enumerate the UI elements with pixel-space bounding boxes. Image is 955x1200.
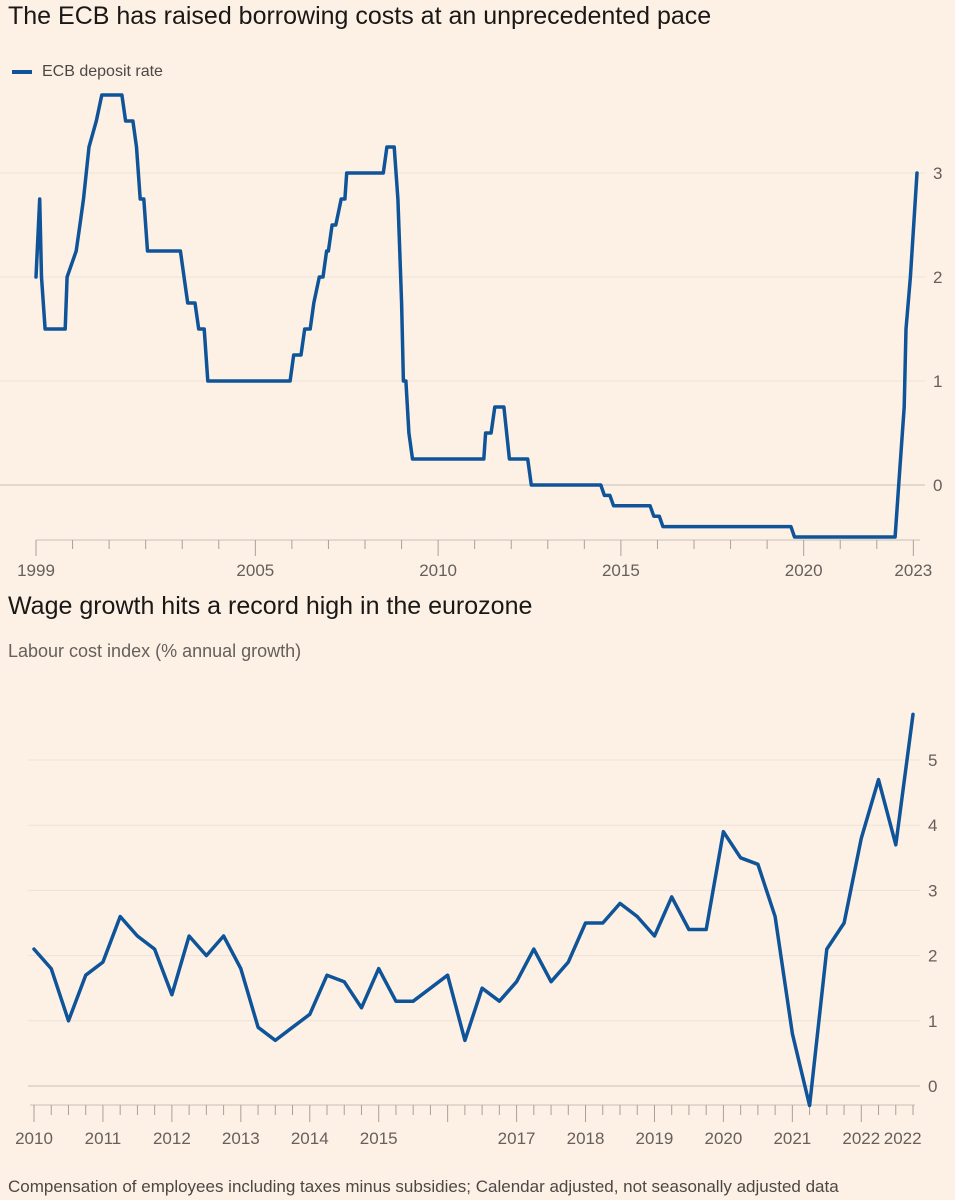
y-tick-label: 1 [933,372,942,391]
x-tick-label: 2013 [222,1129,260,1148]
x-tick-label: 2017 [498,1129,536,1148]
x-tick-label: 2022 [842,1129,880,1148]
x-tick-label: 2010 [15,1129,53,1148]
y-tick-label: 3 [928,881,937,900]
legend-line-swatch-icon [12,70,32,74]
x-tick-label: 2015 [602,561,640,580]
x-tick-label: 2022 [884,1129,922,1148]
legend-label: ECB deposit rate [42,63,163,80]
x-tick-label: 2020 [785,561,823,580]
y-tick-label: 2 [928,947,937,966]
x-tick-label: 2014 [291,1129,329,1148]
x-tick-label: 2011 [85,1129,122,1148]
x-tick-label: 2019 [636,1129,674,1148]
y-tick-label: 0 [933,476,942,495]
x-tick-label: 2015 [360,1129,398,1148]
labour-cost-index-line [32,712,915,1108]
x-tick-label: 2018 [567,1129,605,1148]
chart2-subtitle: Labour cost index (% annual growth) [8,641,302,661]
chart2-title: Wage growth hits a record high in the eu… [8,592,533,620]
chart1-legend: ECB deposit rate [12,63,163,81]
x-tick-label: 2005 [236,561,274,580]
y-tick-label: 0 [928,1077,937,1096]
y-tick-label: 2 [933,268,942,287]
y-tick-label: 4 [928,816,937,835]
y-tick-label: 5 [928,751,937,770]
x-tick-label: 2020 [704,1129,742,1148]
chart1-title: The ECB has raised borrowing costs at an… [8,2,712,30]
chart2-footnote: Compensation of employees including taxe… [8,1177,839,1196]
x-tick-label: 1999 [17,561,55,580]
x-tick-label: 2010 [419,561,457,580]
y-tick-label: 3 [933,164,942,183]
y-tick-label: 1 [928,1012,937,1031]
ecb-deposit-rate-line [34,93,919,539]
x-tick-label: 2023 [894,561,932,580]
x-tick-label: 2012 [153,1129,191,1148]
chart1-ecb-deposit-rate: 3 2 1 0 1999 2005 2010 2015 2020 2023 [0,93,942,580]
x-tick-label: 2021 [773,1129,811,1148]
